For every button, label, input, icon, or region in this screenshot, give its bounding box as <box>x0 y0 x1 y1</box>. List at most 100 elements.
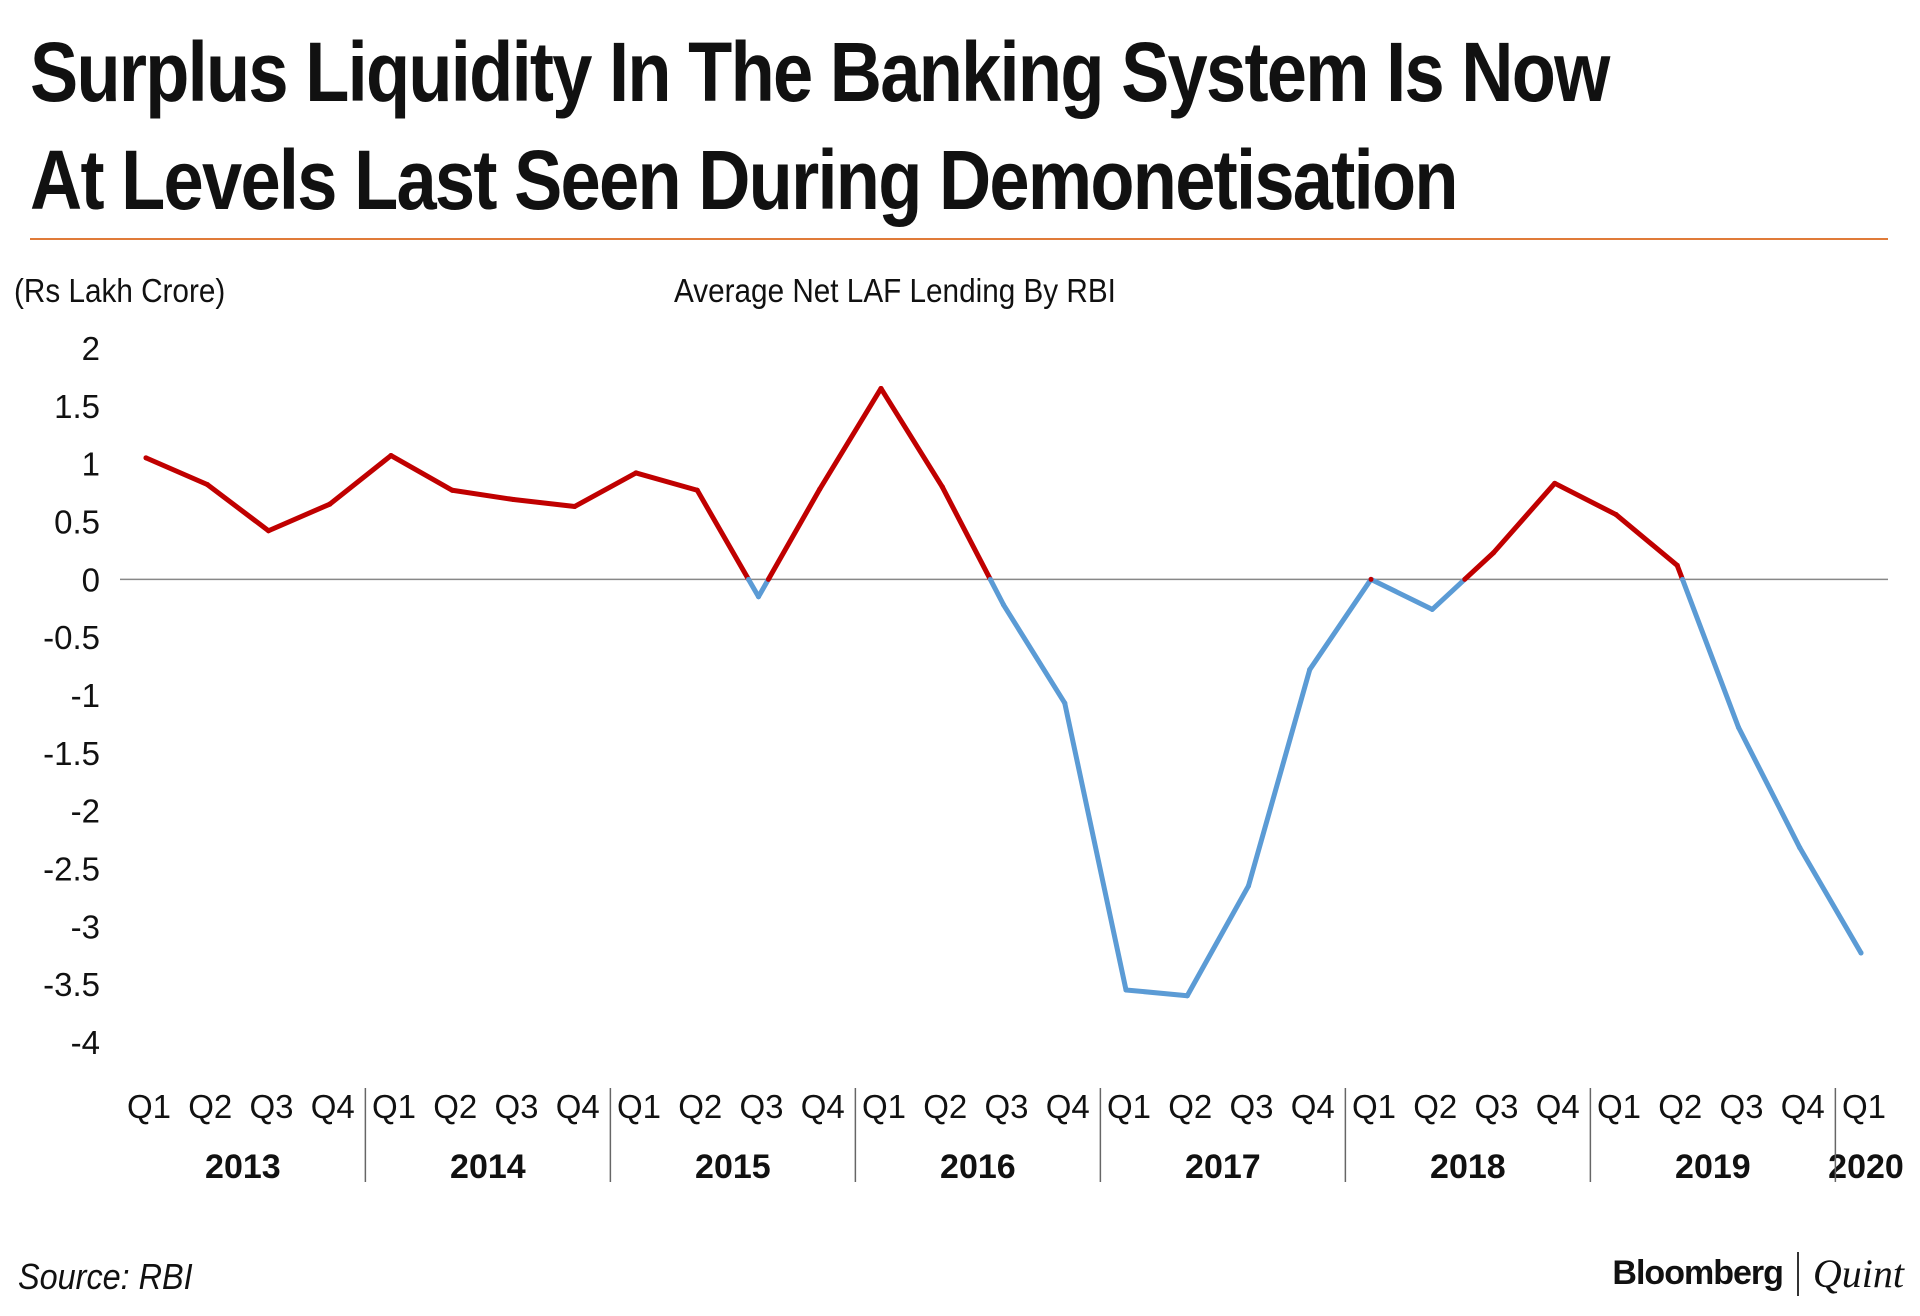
x-tick-label: Q1 <box>1842 1088 1886 1125</box>
data-point <box>1491 550 1496 556</box>
series-line-segment <box>1797 845 1864 956</box>
x-tick-label: Q4 <box>311 1088 355 1125</box>
data-point <box>266 528 271 534</box>
y-tick-label: -2 <box>71 793 100 830</box>
x-year-label: 2018 <box>1430 1148 1506 1186</box>
data-point <box>1062 700 1068 706</box>
series-line-segment <box>1680 576 1741 730</box>
series-line-segment <box>746 576 761 600</box>
series-line-segment <box>204 481 271 534</box>
x-tick-label: Q4 <box>556 1088 600 1125</box>
data-point <box>939 484 945 490</box>
series-line-segment <box>1062 700 1129 993</box>
data-point <box>1123 987 1129 993</box>
series-line-segment <box>939 484 993 582</box>
x-year-label: 2014 <box>450 1148 526 1186</box>
x-tick-label: Q3 <box>984 1088 1028 1125</box>
y-tick-label: -3 <box>71 908 100 945</box>
publisher-logo: Bloomberg Quint <box>1612 1250 1904 1297</box>
y-tick-label: -0.5 <box>43 619 100 656</box>
y-tick-label: 0.5 <box>54 504 100 541</box>
x-tick-label: Q2 <box>1168 1088 1212 1125</box>
x-year-label: 2015 <box>695 1148 771 1186</box>
data-point <box>572 503 578 509</box>
series-line-segment <box>1491 480 1558 556</box>
x-tick-label: Q2 <box>188 1088 232 1125</box>
page-title: Surplus Liquidity In The Banking System … <box>30 18 1630 234</box>
series-line-segment <box>1307 576 1374 673</box>
x-year-label: 2019 <box>1675 1148 1751 1186</box>
source-note: Source: RBI <box>18 1256 193 1297</box>
series-line-segment <box>1246 667 1313 889</box>
x-tick-label: Q1 <box>1352 1088 1396 1125</box>
series-line-segment <box>878 385 945 490</box>
y-tick-label: -1 <box>71 677 100 714</box>
logo-divider <box>1796 1251 1799 1296</box>
data-point <box>449 487 455 493</box>
series-line-segment <box>449 487 516 503</box>
x-tick-label: Q2 <box>678 1088 722 1125</box>
data-point <box>694 487 700 493</box>
x-tick-label: Q3 <box>494 1088 538 1125</box>
x-tick-label: Q1 <box>1107 1088 1151 1125</box>
data-point <box>327 501 333 507</box>
series-line-segment <box>694 487 752 582</box>
x-tick-label: Q4 <box>1046 1088 1090 1125</box>
series-line-segment <box>143 455 210 487</box>
series-line-segment <box>572 470 639 509</box>
series-line-segment <box>1368 576 1435 612</box>
x-tick-label: Q4 <box>801 1088 845 1125</box>
x-tick-label: Q3 <box>1719 1088 1763 1125</box>
x-year-label: 2013 <box>205 1148 281 1186</box>
data-point <box>1429 606 1435 612</box>
series-line-segment <box>511 497 578 509</box>
y-tick-label: 0 <box>82 561 100 598</box>
y-axis-unit-label: (Rs Lakh Crore) <box>14 272 226 309</box>
x-tick-label: Q1 <box>617 1088 661 1125</box>
title-divider <box>30 238 1888 240</box>
x-tick-label: Q2 <box>1413 1088 1457 1125</box>
y-tick-label: 1 <box>82 446 100 483</box>
data-point <box>1674 562 1680 568</box>
series-line-segment <box>327 453 394 507</box>
x-tick-label: Q1 <box>127 1088 171 1125</box>
x-tick-label: Q1 <box>372 1088 416 1125</box>
series-line-segment <box>987 576 1006 608</box>
data-point <box>878 385 884 391</box>
logo-bloomberg-wordmark: Bloomberg <box>1612 1254 1783 1292</box>
data-point <box>143 455 149 461</box>
y-tick-label: 2 <box>82 330 100 367</box>
x-tick-label: Q3 <box>739 1088 783 1125</box>
x-tick-label: Q1 <box>862 1088 906 1125</box>
logo-quint-wordmark: Quint <box>1812 1251 1904 1296</box>
x-tick-label: Q4 <box>1536 1088 1580 1125</box>
data-point <box>633 470 639 476</box>
series-line-segment <box>1552 480 1619 518</box>
series-line-segment <box>1184 883 1251 999</box>
series-line-segment <box>765 486 823 582</box>
y-tick-label: -3.5 <box>43 966 100 1003</box>
series-line-segment <box>633 470 700 493</box>
data-point <box>1797 845 1803 851</box>
data-point <box>1307 667 1313 673</box>
title-line-1: Surplus Liquidity In The Banking System … <box>30 25 1610 119</box>
data-point <box>1184 993 1190 999</box>
x-year-label: 2017 <box>1185 1148 1261 1186</box>
series-line-segment <box>388 453 455 493</box>
series-line-segment <box>817 385 884 492</box>
chart-title: Average Net LAF Lending By RBI <box>674 272 1116 309</box>
data-point <box>1858 950 1864 956</box>
data-point <box>388 453 394 459</box>
data-point <box>1736 724 1741 730</box>
title-line-2: At Levels Last Seen During Demonetisatio… <box>30 133 1458 227</box>
x-tick-label: Q4 <box>1781 1088 1825 1125</box>
x-tick-label: Q4 <box>1291 1088 1335 1125</box>
x-tick-label: Q3 <box>1229 1088 1273 1125</box>
x-tick-label: Q3 <box>1474 1088 1518 1125</box>
y-tick-label: -1.5 <box>43 735 100 772</box>
y-tick-label: 1.5 <box>54 388 100 425</box>
data-point <box>1552 480 1558 486</box>
series-line-segment <box>756 576 771 600</box>
series-line-segment <box>1429 576 1468 612</box>
